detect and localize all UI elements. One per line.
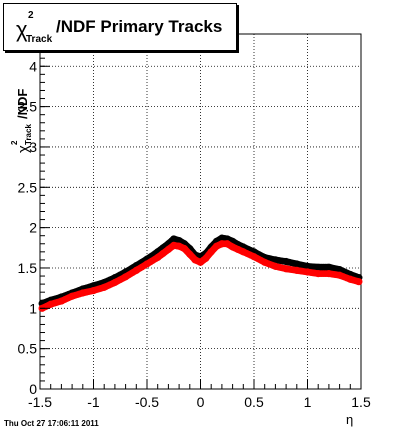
axis-ticks (39, 33, 362, 390)
x-tick-label: -1.5 (28, 394, 52, 410)
y-tick-label: 1 (29, 300, 37, 316)
x-tick-label: 0.5 (244, 394, 264, 410)
x-tick-label: 0 (197, 394, 205, 410)
x-tick-label: -0.5 (135, 394, 159, 410)
y-tick-label: 3 (29, 139, 37, 155)
title-subscript: Track (26, 34, 53, 45)
series-red (38, 240, 363, 312)
y-tick-label: 1.5 (18, 260, 38, 276)
y-tick-label: 2 (29, 220, 37, 236)
x-tick-label: 1.5 (351, 394, 371, 410)
timestamp: Thu Oct 27 17:06:11 2011 (4, 419, 99, 428)
data-point-fill (354, 277, 361, 285)
x-axis-label: η (346, 412, 354, 427)
y-tick-label: 4 (29, 58, 37, 74)
ylabel-superscript: 2 (10, 140, 19, 145)
grid-lines (40, 34, 361, 389)
y-tick-label: 3.5 (18, 99, 38, 115)
y-axis-label: χ 2 Track /NDF (10, 55, 36, 155)
x-tick-label: 1 (304, 394, 312, 410)
tick-labels: -1.5 -1 -0.5 0 0.5 1 1.5 0 0.5 1 1.5 2 2.5 3 3.5 4 (18, 58, 371, 410)
title-superscript: 2 (28, 10, 34, 21)
ylabel-text: /NDF (15, 88, 30, 119)
title-chi-symbol: χ (16, 17, 28, 42)
series-black (38, 234, 363, 308)
x-tick-label: -1 (87, 394, 100, 410)
title-text: /NDF Primary Tracks (56, 17, 223, 36)
chart-title: χ 2 Track /NDF Primary Tracks (3, 3, 237, 51)
series-layer (38, 234, 363, 312)
ylabel-chi-symbol: χ (15, 145, 32, 153)
y-tick-label: 0.5 (18, 341, 38, 357)
y-tick-label: 0 (29, 381, 37, 397)
ylabel-subscript: Track (24, 124, 33, 145)
y-tick-label: 2.5 (18, 179, 38, 195)
